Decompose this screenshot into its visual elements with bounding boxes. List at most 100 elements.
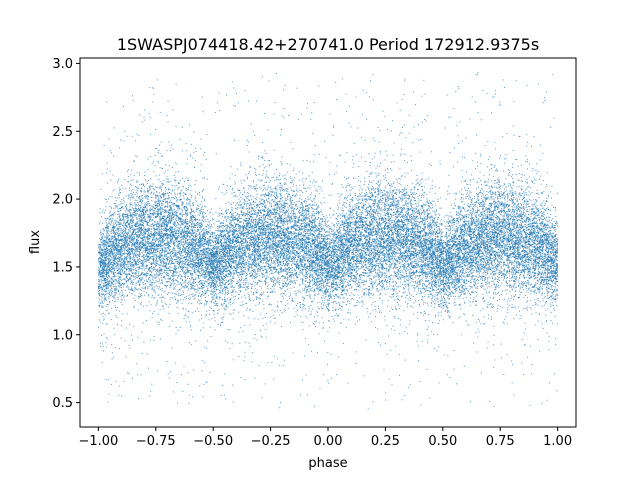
data-point — [344, 288, 346, 290]
data-point — [287, 189, 289, 191]
data-point — [204, 267, 206, 269]
data-point — [251, 210, 253, 212]
data-point — [470, 202, 472, 204]
data-point — [107, 246, 109, 248]
data-point — [447, 229, 449, 231]
data-point — [534, 227, 536, 229]
data-point — [141, 190, 143, 192]
data-point — [387, 235, 389, 237]
data-point — [241, 296, 243, 298]
data-point — [189, 201, 191, 203]
data-point — [363, 281, 365, 283]
data-point — [384, 227, 386, 229]
data-point — [419, 239, 421, 241]
data-point — [397, 286, 399, 288]
data-point — [534, 202, 536, 204]
data-point — [390, 220, 392, 222]
data-point — [446, 283, 448, 285]
data-point — [349, 193, 351, 195]
data-point — [474, 269, 476, 271]
data-point — [234, 253, 236, 255]
data-point — [535, 264, 537, 266]
data-point — [280, 326, 282, 328]
data-point — [390, 241, 392, 243]
data-point — [178, 259, 180, 261]
data-point — [302, 303, 304, 305]
data-point — [253, 258, 255, 260]
data-point — [390, 220, 392, 222]
data-point — [317, 206, 319, 208]
data-point — [420, 214, 422, 215]
data-point — [132, 223, 134, 225]
data-point — [111, 352, 113, 354]
data-point — [279, 208, 281, 210]
data-point — [411, 253, 413, 255]
data-point — [361, 244, 363, 246]
data-point — [116, 197, 118, 199]
data-point — [463, 261, 465, 263]
data-point — [491, 257, 493, 259]
data-point — [249, 218, 251, 220]
data-point — [128, 209, 130, 211]
data-point — [214, 305, 216, 307]
data-point — [270, 252, 272, 254]
data-point — [126, 236, 128, 238]
data-point — [221, 259, 223, 261]
data-point — [244, 200, 246, 202]
data-point — [152, 252, 154, 254]
data-point — [436, 256, 438, 258]
data-point — [388, 260, 390, 262]
data-point — [255, 222, 257, 224]
data-point — [349, 264, 351, 266]
data-point — [241, 194, 243, 196]
data-point — [276, 231, 278, 233]
data-point — [526, 269, 528, 271]
data-point — [280, 243, 282, 245]
data-point — [396, 292, 398, 294]
data-point — [224, 251, 226, 253]
data-point — [413, 228, 415, 230]
data-point — [510, 185, 511, 187]
data-point — [207, 265, 209, 267]
data-point — [272, 208, 274, 210]
data-point — [355, 208, 357, 210]
data-point — [222, 269, 224, 271]
data-point — [292, 185, 294, 187]
data-point — [538, 272, 540, 274]
data-point — [129, 224, 131, 226]
data-point — [213, 246, 215, 248]
data-point — [158, 240, 160, 242]
data-point — [312, 228, 314, 230]
data-point — [453, 239, 455, 241]
data-point — [297, 246, 299, 248]
data-point — [464, 246, 466, 248]
data-point — [225, 268, 227, 270]
data-point — [101, 281, 103, 283]
data-point — [166, 221, 168, 223]
data-point — [235, 218, 237, 220]
data-point — [287, 196, 289, 198]
data-point — [502, 218, 504, 220]
data-point — [213, 257, 215, 259]
data-point — [415, 300, 417, 302]
data-point — [272, 245, 274, 247]
data-point — [438, 259, 440, 261]
data-point — [386, 271, 388, 273]
data-point — [455, 291, 457, 293]
data-point — [118, 293, 120, 295]
data-point — [131, 135, 133, 137]
data-point — [159, 282, 161, 284]
data-point — [184, 251, 186, 253]
data-point — [205, 314, 207, 316]
data-point — [485, 252, 487, 254]
data-point — [391, 229, 393, 231]
data-point — [350, 241, 352, 243]
data-point — [332, 240, 334, 242]
data-point — [385, 281, 387, 283]
data-point — [334, 283, 336, 285]
data-point — [225, 287, 227, 289]
data-point — [130, 183, 132, 185]
data-point — [160, 219, 162, 221]
data-point — [530, 200, 532, 202]
data-point — [404, 172, 406, 174]
